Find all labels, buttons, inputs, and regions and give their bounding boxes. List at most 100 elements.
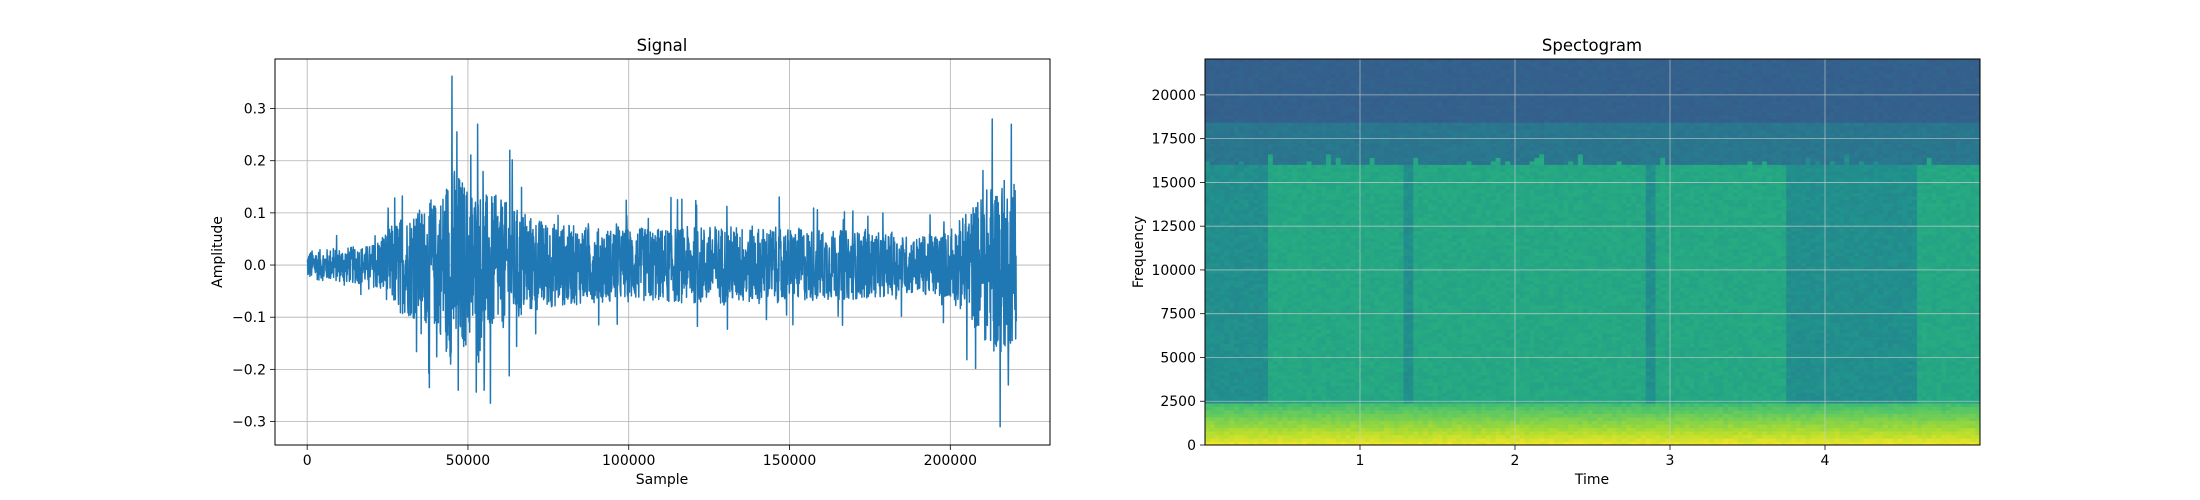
spectrogram-cell <box>1209 325 1216 330</box>
spectrogram-cell <box>1263 66 1269 71</box>
spectrogram-cell <box>1243 83 1250 88</box>
spectrogram-cell <box>1248 115 1255 120</box>
spectrogram-cell <box>1330 395 1337 400</box>
spectrogram-cell <box>1393 199 1400 204</box>
spectrogram-cell <box>1326 66 1332 71</box>
spectrogram-cell <box>1311 80 1317 85</box>
spectrogram-cell <box>1321 339 1327 344</box>
spectrogram-cell <box>1393 164 1400 169</box>
spectrogram-cell <box>1297 213 1303 218</box>
spectrogram-cell <box>1335 122 1342 127</box>
spectrogram-cell <box>1316 227 1322 232</box>
spectrogram-cell <box>1311 364 1317 369</box>
spectrogram-cell <box>1205 427 1211 432</box>
spectrogram-cell <box>1243 287 1250 292</box>
spectrogram-cell <box>1292 157 1298 162</box>
spectrogram-cell <box>1258 59 1264 64</box>
spectrogram-cell <box>1292 216 1298 222</box>
spectrogram-cell <box>1243 255 1250 260</box>
spectrogram-cell <box>1209 420 1216 425</box>
spectrogram-cell <box>1297 441 1303 445</box>
spectrogram-cell <box>1389 108 1395 113</box>
spectrogram-cell <box>1209 108 1216 113</box>
spectrogram-cell <box>1219 199 1225 204</box>
spectrogram-cell <box>1253 157 1259 162</box>
spectrogram-cell <box>1209 297 1216 302</box>
spectrogram-cell <box>1364 269 1371 274</box>
spectrogram-cell <box>1258 73 1264 78</box>
spectrogram-cell <box>1267 381 1274 386</box>
spectrogram-cell <box>1335 139 1342 144</box>
spectrogram-cell <box>1272 153 1279 158</box>
spectrogram-cell <box>1224 262 1230 267</box>
spectrogram-cell <box>1292 343 1298 348</box>
spectrogram-cell <box>1234 241 1240 246</box>
spectrogram-cell <box>1326 273 1332 278</box>
spectrogram-cell <box>1374 209 1380 214</box>
spectrogram-cell <box>1379 199 1385 204</box>
spectrogram-cell <box>1224 244 1230 250</box>
spectrogram-cell <box>1408 290 1414 295</box>
spectrogram-cell <box>1321 76 1327 81</box>
spectrogram-cell <box>1301 427 1308 432</box>
spectrogram-cell <box>1389 248 1395 253</box>
spectrogram-cell <box>1418 339 1424 344</box>
spectrogram-cell <box>1398 241 1405 246</box>
spectrogram-cell <box>1248 262 1255 267</box>
spectrogram-cell <box>1408 315 1414 320</box>
spectrogram-cell <box>1345 255 1351 260</box>
spectrogram-cell <box>1413 308 1419 313</box>
spectrogram-cell <box>1224 276 1230 281</box>
spectrogram-cell <box>1326 437 1332 443</box>
spectrogram-cell <box>1267 427 1274 432</box>
spectrogram-cell <box>1224 322 1230 327</box>
spectrogram-cell <box>1330 174 1337 179</box>
spectrogram-cell <box>1224 157 1230 162</box>
spectrogram-cell <box>1267 160 1274 165</box>
spectrogram-cell <box>1311 59 1317 64</box>
spectrogram-cell <box>1297 73 1303 78</box>
spectrogram-cell <box>1258 76 1264 81</box>
spectrogram-cell <box>1321 66 1327 71</box>
spectrogram-cell <box>1374 273 1380 278</box>
spectrogram-cell <box>1277 213 1284 218</box>
spectrogram-cell <box>1277 108 1284 113</box>
spectrogram-cell <box>1277 371 1284 376</box>
spectrogram-cell <box>1234 420 1240 425</box>
spectrogram-cell <box>1311 308 1317 313</box>
spectrogram-cell <box>1214 339 1221 344</box>
spectrogram-cell <box>1277 434 1284 439</box>
spectrogram-cell <box>1214 139 1221 144</box>
spectrogram-cell <box>1389 290 1395 295</box>
spectrogram-cell <box>1355 402 1361 407</box>
spectrogram-cell <box>1408 402 1414 407</box>
spectrogram-cell <box>1408 381 1414 386</box>
spectrogram-cell <box>1384 357 1390 362</box>
spectrogram-cell <box>1326 167 1332 172</box>
spectrogram-cell <box>1277 273 1284 278</box>
spectrogram-cell <box>1234 416 1240 422</box>
spectrogram-cell <box>1253 111 1259 116</box>
spectrogram-cell <box>1287 322 1293 327</box>
spectrogram-cell <box>1340 280 1347 285</box>
spectrogram-cell <box>1238 178 1245 183</box>
spectrogram-cell <box>1360 80 1366 85</box>
spectrogram-cell <box>1364 185 1371 190</box>
spectrogram-cell <box>1224 332 1230 337</box>
spectrogram-cell <box>1214 94 1221 99</box>
spectrogram-cell <box>1301 241 1308 246</box>
spectrogram-cell <box>1287 108 1293 113</box>
spectrogram-cell <box>1355 416 1361 422</box>
spectrogram-cell <box>1408 83 1414 88</box>
spectrogram-cell <box>1229 66 1235 71</box>
spectrogram-cell <box>1340 244 1347 250</box>
spectrogram-cell <box>1267 66 1274 71</box>
spectrogram-cell <box>1413 360 1419 365</box>
spectrogram-cell <box>1253 297 1259 302</box>
spectrogram-cell <box>1330 80 1337 85</box>
spectrogram-cell <box>1418 118 1424 123</box>
spectrogram-cell <box>1330 357 1337 362</box>
spectrogram-cell <box>1393 157 1400 162</box>
spectrogram-cell <box>1398 192 1405 197</box>
spectrogram-cell <box>1321 304 1327 309</box>
